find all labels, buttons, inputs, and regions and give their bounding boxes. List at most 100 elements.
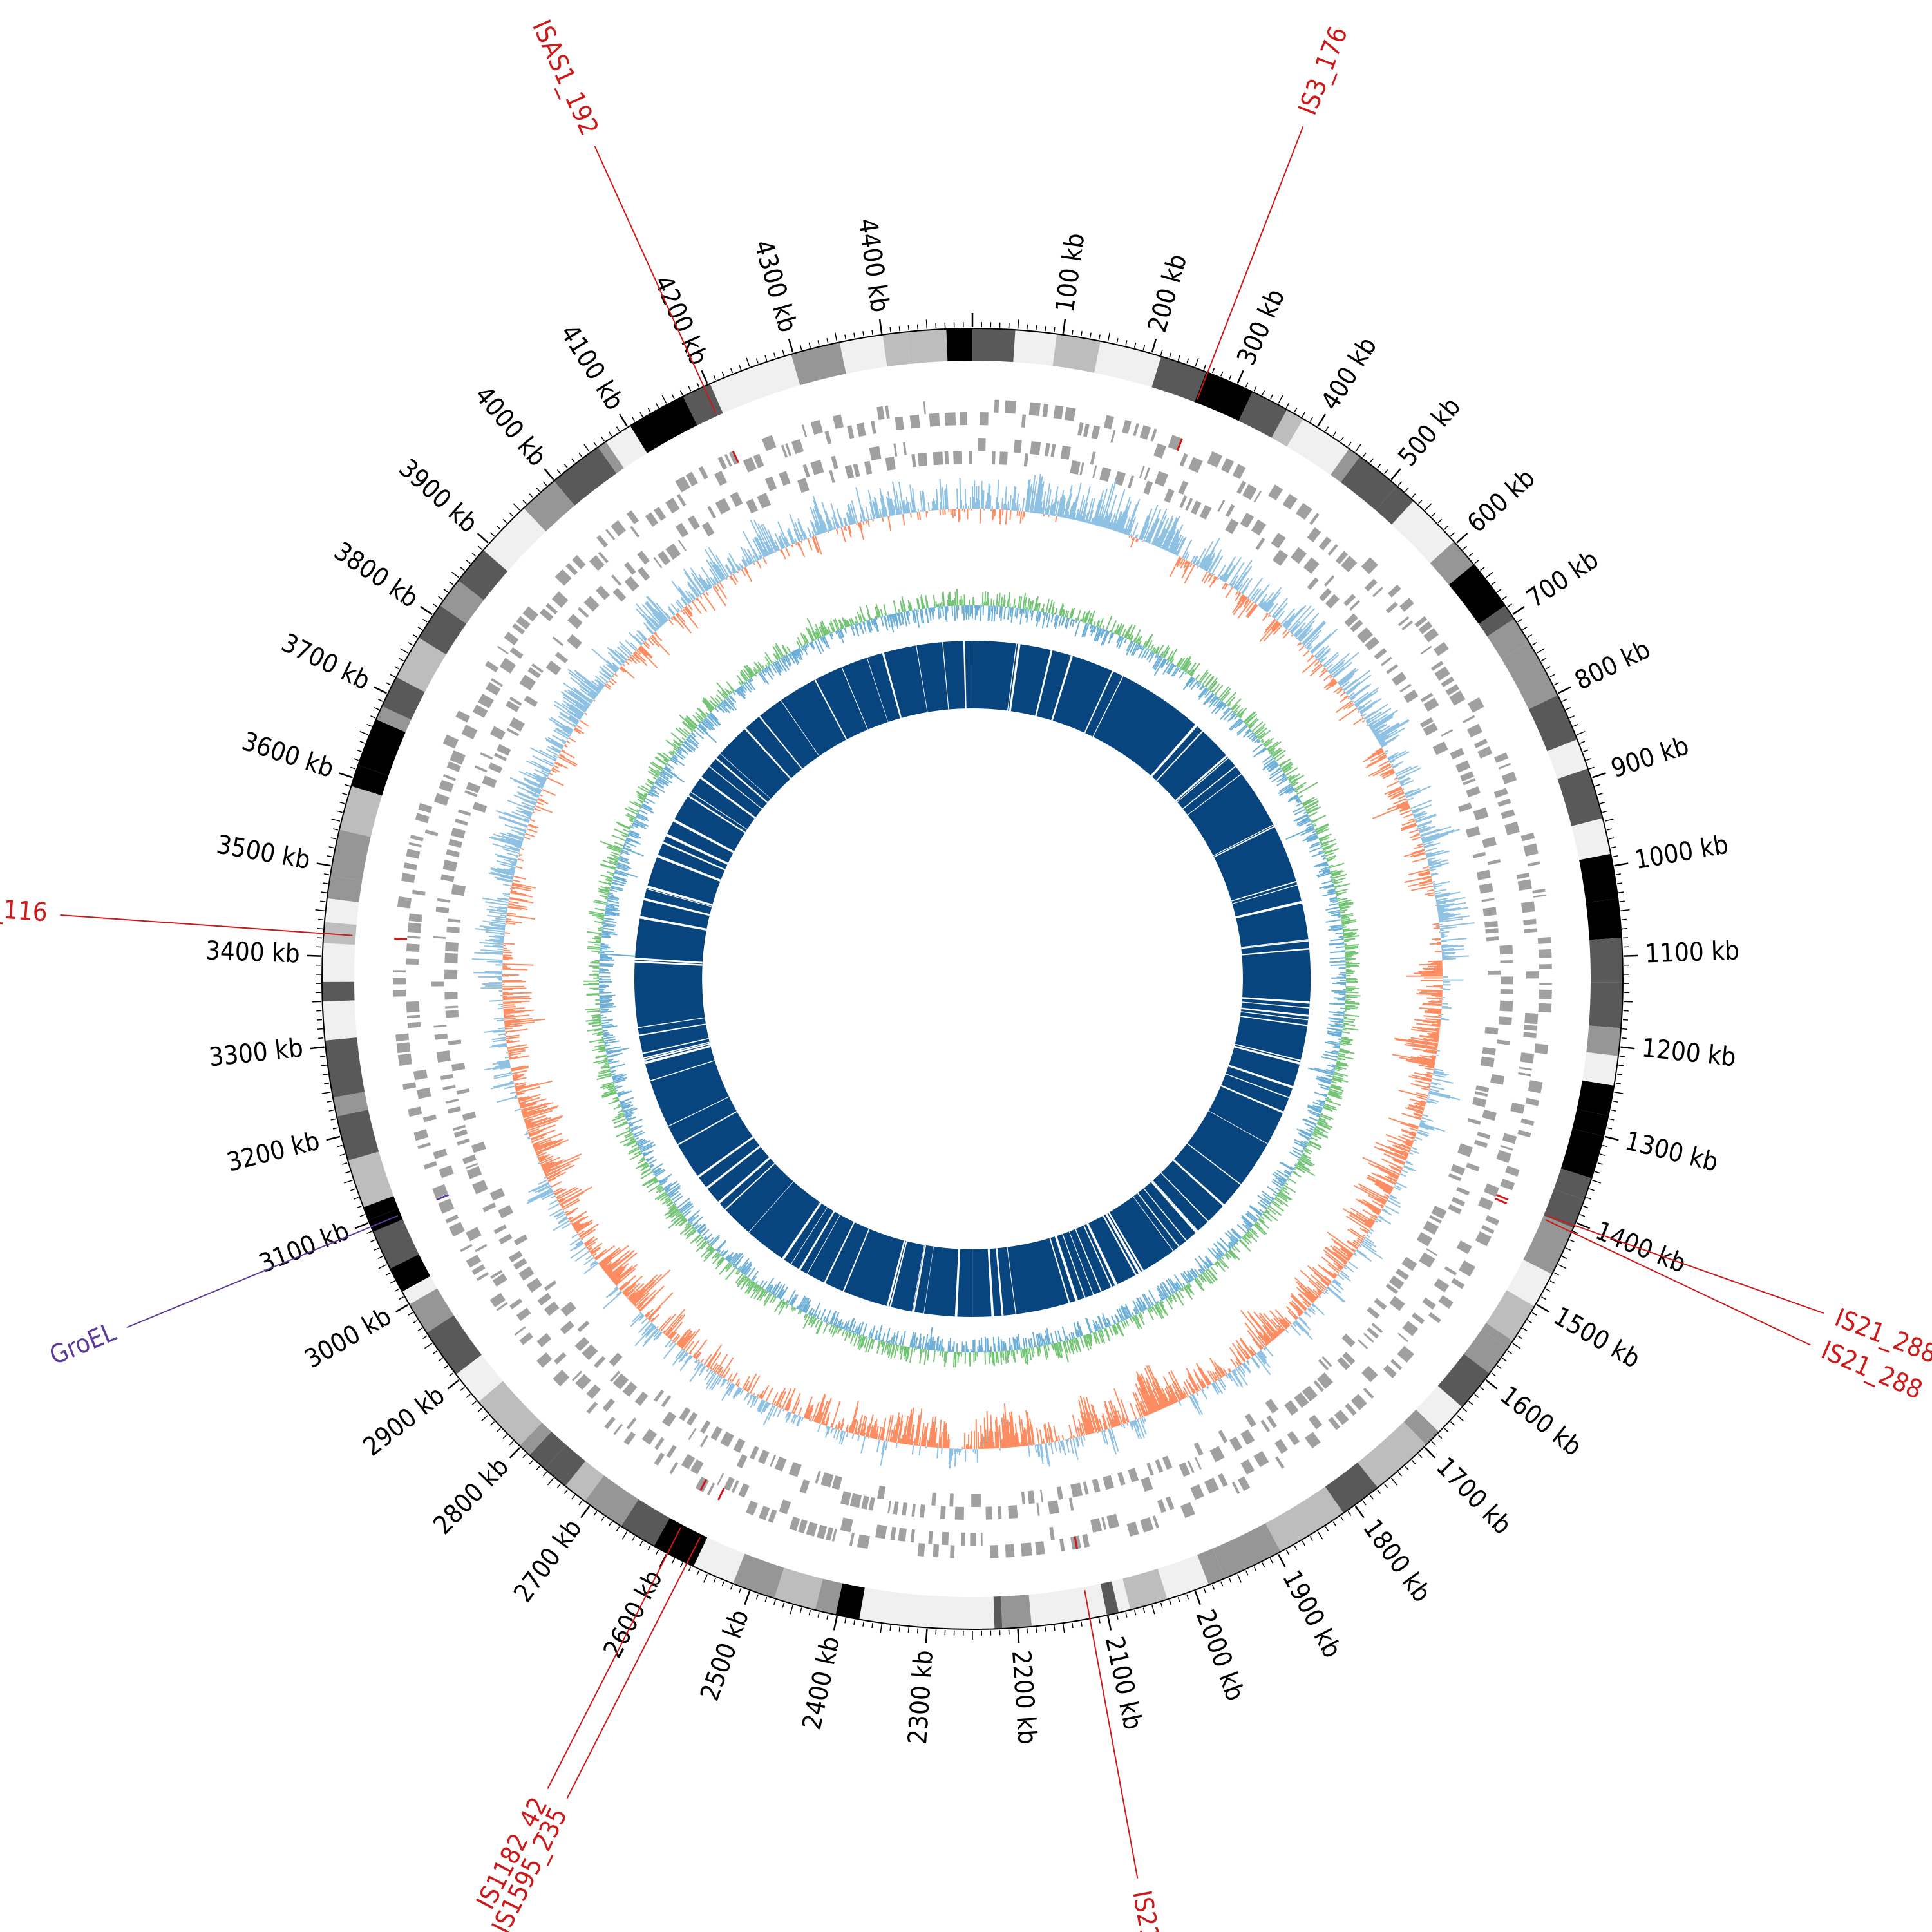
- tick-mark: [1586, 758, 1592, 761]
- cds-reverse: [1419, 717, 1434, 728]
- cds-forward: [589, 555, 605, 571]
- cds-reverse: [1070, 460, 1081, 475]
- tick-mark: [696, 1570, 700, 1576]
- ideogram-band: [382, 677, 425, 720]
- tick-mark: [1545, 1288, 1551, 1292]
- cds-forward: [455, 710, 471, 723]
- tick-mark: [1437, 518, 1443, 524]
- ideogram-band: [1586, 1025, 1622, 1056]
- tick-mark: [1541, 658, 1546, 661]
- cds-reverse: [577, 1320, 590, 1332]
- tick-mark: [1480, 567, 1485, 571]
- cds-reverse: [1388, 1275, 1405, 1290]
- cds-forward: [1042, 403, 1049, 417]
- tick-mark: [764, 355, 768, 361]
- annotation-leader: [1546, 1215, 1824, 1314]
- cds-reverse: [474, 765, 488, 773]
- cds-reverse: [1265, 1398, 1279, 1414]
- tick-label: 1700 kb: [1430, 1452, 1517, 1540]
- cds-forward: [826, 1527, 834, 1541]
- cds-forward: [761, 435, 777, 451]
- tick-mark: [1332, 1521, 1337, 1526]
- cds-reverse: [1240, 512, 1255, 528]
- coverage-arc: [634, 641, 973, 1317]
- tick-mark: [478, 1408, 483, 1412]
- cds-reverse: [1466, 786, 1481, 798]
- cds-reverse: [1318, 1359, 1329, 1370]
- coverage-gap: [781, 700, 820, 757]
- cds-forward: [728, 451, 739, 465]
- tick-mark: [1125, 340, 1128, 346]
- cds-reverse: [1423, 1220, 1439, 1235]
- cds-reverse: [1423, 723, 1438, 736]
- tick-mark: [1507, 603, 1513, 608]
- cds-reverse: [1325, 594, 1340, 609]
- ideogram-band: [1151, 356, 1206, 402]
- tick-mark: [844, 1618, 847, 1624]
- cds-reverse: [1487, 970, 1501, 975]
- cds-forward: [1103, 415, 1115, 430]
- coverage-gap: [1225, 1073, 1289, 1099]
- tick-mark: [1562, 699, 1567, 702]
- ideogram-band: [1157, 1555, 1209, 1600]
- cds-reverse: [466, 782, 481, 793]
- cds-forward: [598, 551, 609, 564]
- cds-forward: [491, 677, 504, 687]
- tick-mark: [408, 642, 413, 646]
- coverage-gap: [883, 652, 902, 718]
- tick-mark: [1614, 862, 1629, 867]
- cds-forward: [714, 471, 728, 486]
- cds-reverse: [1323, 575, 1335, 587]
- cds-forward: [857, 1534, 870, 1549]
- tick-mark: [672, 394, 676, 400]
- tick-mark: [661, 395, 667, 404]
- tick-mark: [601, 1516, 605, 1522]
- annotation-marker: [394, 937, 408, 941]
- cds-forward: [1242, 484, 1257, 500]
- cds-forward: [1253, 1450, 1269, 1468]
- ideogram-band: [363, 1196, 399, 1220]
- tick-mark: [1576, 1222, 1591, 1229]
- tick-mark: [449, 581, 454, 585]
- tick-mark: [1620, 1046, 1635, 1050]
- coverage-gap: [1228, 1065, 1293, 1089]
- cds-reverse: [508, 1251, 523, 1263]
- cds-forward: [1334, 1410, 1349, 1425]
- tick-mark: [655, 1549, 659, 1555]
- tick-label: 2500 kb: [695, 1605, 755, 1705]
- tick-mark: [790, 1605, 793, 1615]
- cds-forward: [1524, 1025, 1537, 1031]
- cds-reverse: [869, 446, 882, 461]
- cds-forward: [898, 1528, 907, 1542]
- cds-forward: [1035, 1541, 1045, 1555]
- coverage-gap: [1054, 1236, 1077, 1302]
- cds-reverse: [788, 1462, 802, 1477]
- ideogram-band: [1547, 739, 1588, 779]
- ideogram-band: [322, 943, 355, 982]
- cds-reverse: [802, 464, 810, 478]
- tick-mark: [1450, 1421, 1455, 1426]
- coverage-gap: [639, 916, 707, 929]
- cds-reverse: [552, 636, 564, 647]
- ideogram-band: [839, 334, 887, 374]
- coverage-gap: [866, 658, 889, 723]
- cds-reverse: [1240, 1429, 1255, 1445]
- cds-forward: [417, 1142, 431, 1150]
- cds-reverse: [1455, 760, 1471, 773]
- cds-reverse: [513, 1234, 528, 1245]
- cds-forward: [461, 724, 478, 740]
- tick-mark: [1618, 891, 1624, 893]
- tick-mark: [1072, 329, 1074, 336]
- tick-mark: [608, 1521, 612, 1526]
- cds-forward: [1399, 598, 1414, 612]
- cds-forward: [1532, 888, 1546, 894]
- cds-reverse: [829, 469, 835, 484]
- ideogram-band: [1501, 642, 1558, 710]
- tick-mark: [1269, 1558, 1273, 1564]
- cds-reverse: [448, 1039, 462, 1045]
- cds-reverse: [544, 1301, 560, 1316]
- tick-mark: [339, 801, 345, 804]
- tick-mark: [580, 1505, 591, 1519]
- cds-reverse: [612, 587, 627, 602]
- cds-forward: [408, 913, 422, 922]
